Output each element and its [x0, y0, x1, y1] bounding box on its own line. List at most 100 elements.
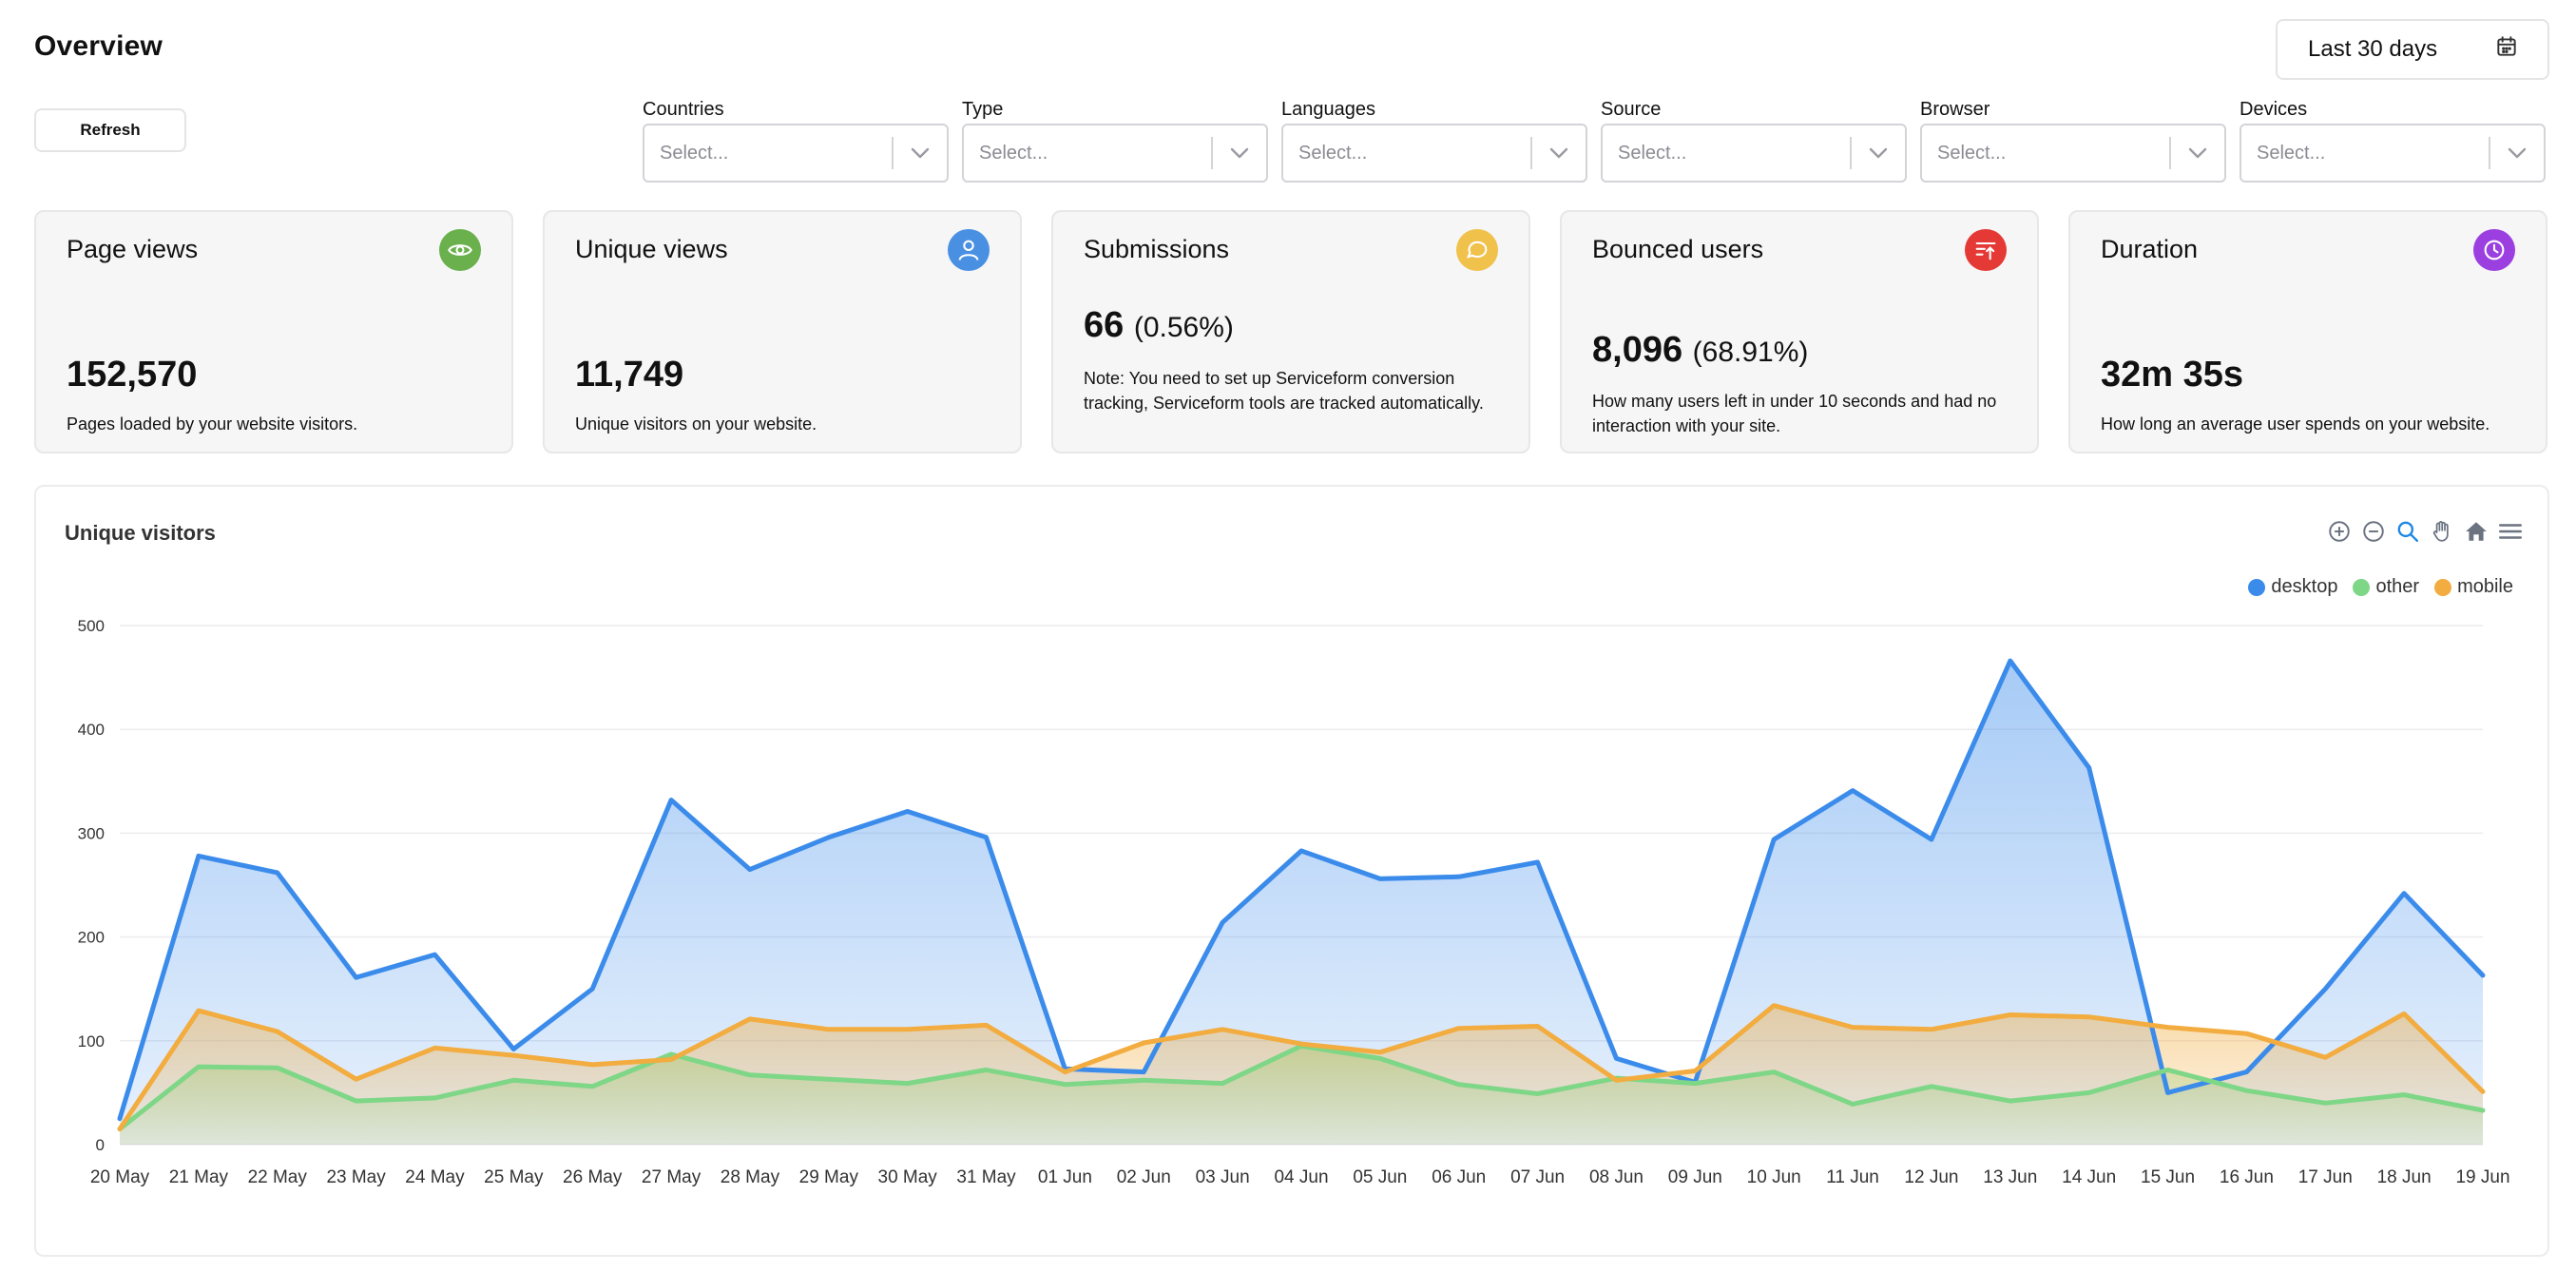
series-line-desktop[interactable] — [117, 658, 2486, 1122]
data-point-desktop[interactable] — [2480, 973, 2486, 978]
data-point-other[interactable] — [2165, 1067, 2171, 1072]
data-point-desktop[interactable] — [117, 1116, 123, 1122]
date-range-button[interactable]: Last 30 days — [2276, 19, 2549, 80]
chevron-down-icon[interactable] — [2171, 125, 2224, 182]
data-point-mobile[interactable] — [589, 1062, 595, 1068]
data-point-mobile[interactable] — [1220, 1027, 1225, 1032]
data-point-mobile[interactable] — [826, 1027, 832, 1032]
data-point-desktop[interactable] — [1771, 837, 1777, 842]
data-point-other[interactable] — [2480, 1108, 2486, 1113]
data-point-desktop[interactable] — [2322, 986, 2328, 992]
languages-select[interactable]: Select... — [1281, 124, 1587, 183]
data-point-mobile[interactable] — [1141, 1040, 1146, 1046]
data-point-mobile[interactable] — [1771, 1003, 1777, 1009]
data-point-other[interactable] — [510, 1077, 516, 1083]
data-point-mobile[interactable] — [984, 1022, 990, 1028]
chevron-down-icon[interactable] — [894, 125, 947, 182]
data-point-other[interactable] — [2322, 1100, 2328, 1106]
data-point-desktop[interactable] — [1456, 874, 1462, 879]
zoom-out-icon[interactable] — [2359, 517, 2388, 546]
menu-icon[interactable] — [2496, 517, 2525, 546]
countries-select[interactable]: Select... — [643, 124, 949, 183]
chevron-down-icon[interactable] — [1852, 125, 1905, 182]
data-point-mobile[interactable] — [747, 1016, 753, 1022]
zoom-in-icon[interactable] — [2325, 517, 2354, 546]
data-point-desktop[interactable] — [2401, 891, 2407, 896]
data-point-desktop[interactable] — [1141, 1070, 1146, 1075]
data-point-other[interactable] — [1141, 1077, 1146, 1083]
data-point-desktop[interactable] — [196, 853, 202, 858]
data-point-mobile[interactable] — [2165, 1025, 2171, 1031]
data-point-mobile[interactable] — [196, 1008, 202, 1013]
data-point-desktop[interactable] — [1929, 837, 1934, 842]
data-point-other[interactable] — [1850, 1101, 1855, 1107]
data-point-mobile[interactable] — [1850, 1025, 1855, 1031]
data-point-desktop[interactable] — [2008, 658, 2013, 664]
data-point-mobile[interactable] — [432, 1045, 437, 1050]
data-point-mobile[interactable] — [354, 1076, 359, 1082]
data-point-other[interactable] — [354, 1098, 359, 1104]
legend-item-mobile[interactable]: mobile — [2434, 576, 2513, 598]
data-point-other[interactable] — [1771, 1070, 1777, 1075]
data-point-other[interactable] — [2086, 1089, 2092, 1095]
data-point-desktop[interactable] — [1377, 876, 1383, 881]
data-point-desktop[interactable] — [275, 870, 280, 876]
data-point-desktop[interactable] — [747, 867, 753, 873]
data-point-other[interactable] — [2008, 1098, 2013, 1104]
data-point-other[interactable] — [432, 1095, 437, 1101]
data-point-other[interactable] — [1456, 1082, 1462, 1088]
data-point-mobile[interactable] — [668, 1056, 674, 1062]
data-point-desktop[interactable] — [826, 835, 832, 840]
data-point-mobile[interactable] — [2086, 1014, 2092, 1020]
refresh-button[interactable]: Refresh — [34, 108, 186, 152]
data-point-mobile[interactable] — [1929, 1027, 1934, 1032]
data-point-mobile[interactable] — [117, 1127, 123, 1132]
zoom-select-icon[interactable] — [2393, 517, 2422, 546]
data-point-other[interactable] — [826, 1076, 832, 1082]
legend-item-other[interactable]: other — [2353, 576, 2419, 598]
chevron-down-icon[interactable] — [1532, 125, 1586, 182]
home-icon[interactable] — [2462, 517, 2490, 546]
data-point-mobile[interactable] — [1298, 1041, 1304, 1047]
data-point-desktop[interactable] — [905, 808, 911, 814]
data-point-mobile[interactable] — [2008, 1012, 2013, 1018]
data-point-other[interactable] — [2243, 1088, 2249, 1093]
data-point-desktop[interactable] — [1850, 788, 1855, 794]
data-point-other[interactable] — [1692, 1081, 1698, 1087]
data-point-desktop[interactable] — [2243, 1070, 2249, 1075]
data-point-mobile[interactable] — [2401, 1011, 2407, 1016]
data-point-mobile[interactable] — [1062, 1070, 1067, 1075]
data-point-mobile[interactable] — [275, 1029, 280, 1034]
data-point-desktop[interactable] — [1298, 848, 1304, 854]
data-point-other[interactable] — [747, 1072, 753, 1078]
data-point-other[interactable] — [196, 1064, 202, 1070]
type-select[interactable]: Select... — [962, 124, 1268, 183]
data-point-other[interactable] — [984, 1067, 990, 1072]
data-point-desktop[interactable] — [1220, 919, 1225, 925]
chevron-down-icon[interactable] — [1213, 125, 1266, 182]
data-point-mobile[interactable] — [2480, 1089, 2486, 1094]
data-point-desktop[interactable] — [510, 1047, 516, 1052]
data-point-desktop[interactable] — [1613, 1055, 1619, 1061]
data-point-desktop[interactable] — [1535, 859, 1541, 865]
data-point-mobile[interactable] — [1456, 1026, 1462, 1031]
data-point-desktop[interactable] — [984, 835, 990, 840]
legend-item-desktop[interactable]: desktop — [2248, 576, 2337, 598]
data-point-desktop[interactable] — [668, 797, 674, 802]
data-point-mobile[interactable] — [1377, 1050, 1383, 1055]
data-point-other[interactable] — [1062, 1082, 1067, 1088]
data-point-other[interactable] — [1929, 1084, 1934, 1089]
data-point-mobile[interactable] — [1692, 1068, 1698, 1073]
data-point-other[interactable] — [589, 1084, 595, 1089]
data-point-desktop[interactable] — [2165, 1089, 2171, 1095]
data-point-desktop[interactable] — [589, 986, 595, 992]
data-point-other[interactable] — [275, 1065, 280, 1070]
data-point-mobile[interactable] — [2322, 1054, 2328, 1060]
data-point-other[interactable] — [1377, 1055, 1383, 1061]
data-point-mobile[interactable] — [905, 1027, 911, 1032]
chevron-down-icon[interactable] — [2490, 125, 2544, 182]
data-point-mobile[interactable] — [510, 1052, 516, 1058]
data-point-other[interactable] — [2401, 1092, 2407, 1098]
data-point-mobile[interactable] — [2243, 1031, 2249, 1036]
